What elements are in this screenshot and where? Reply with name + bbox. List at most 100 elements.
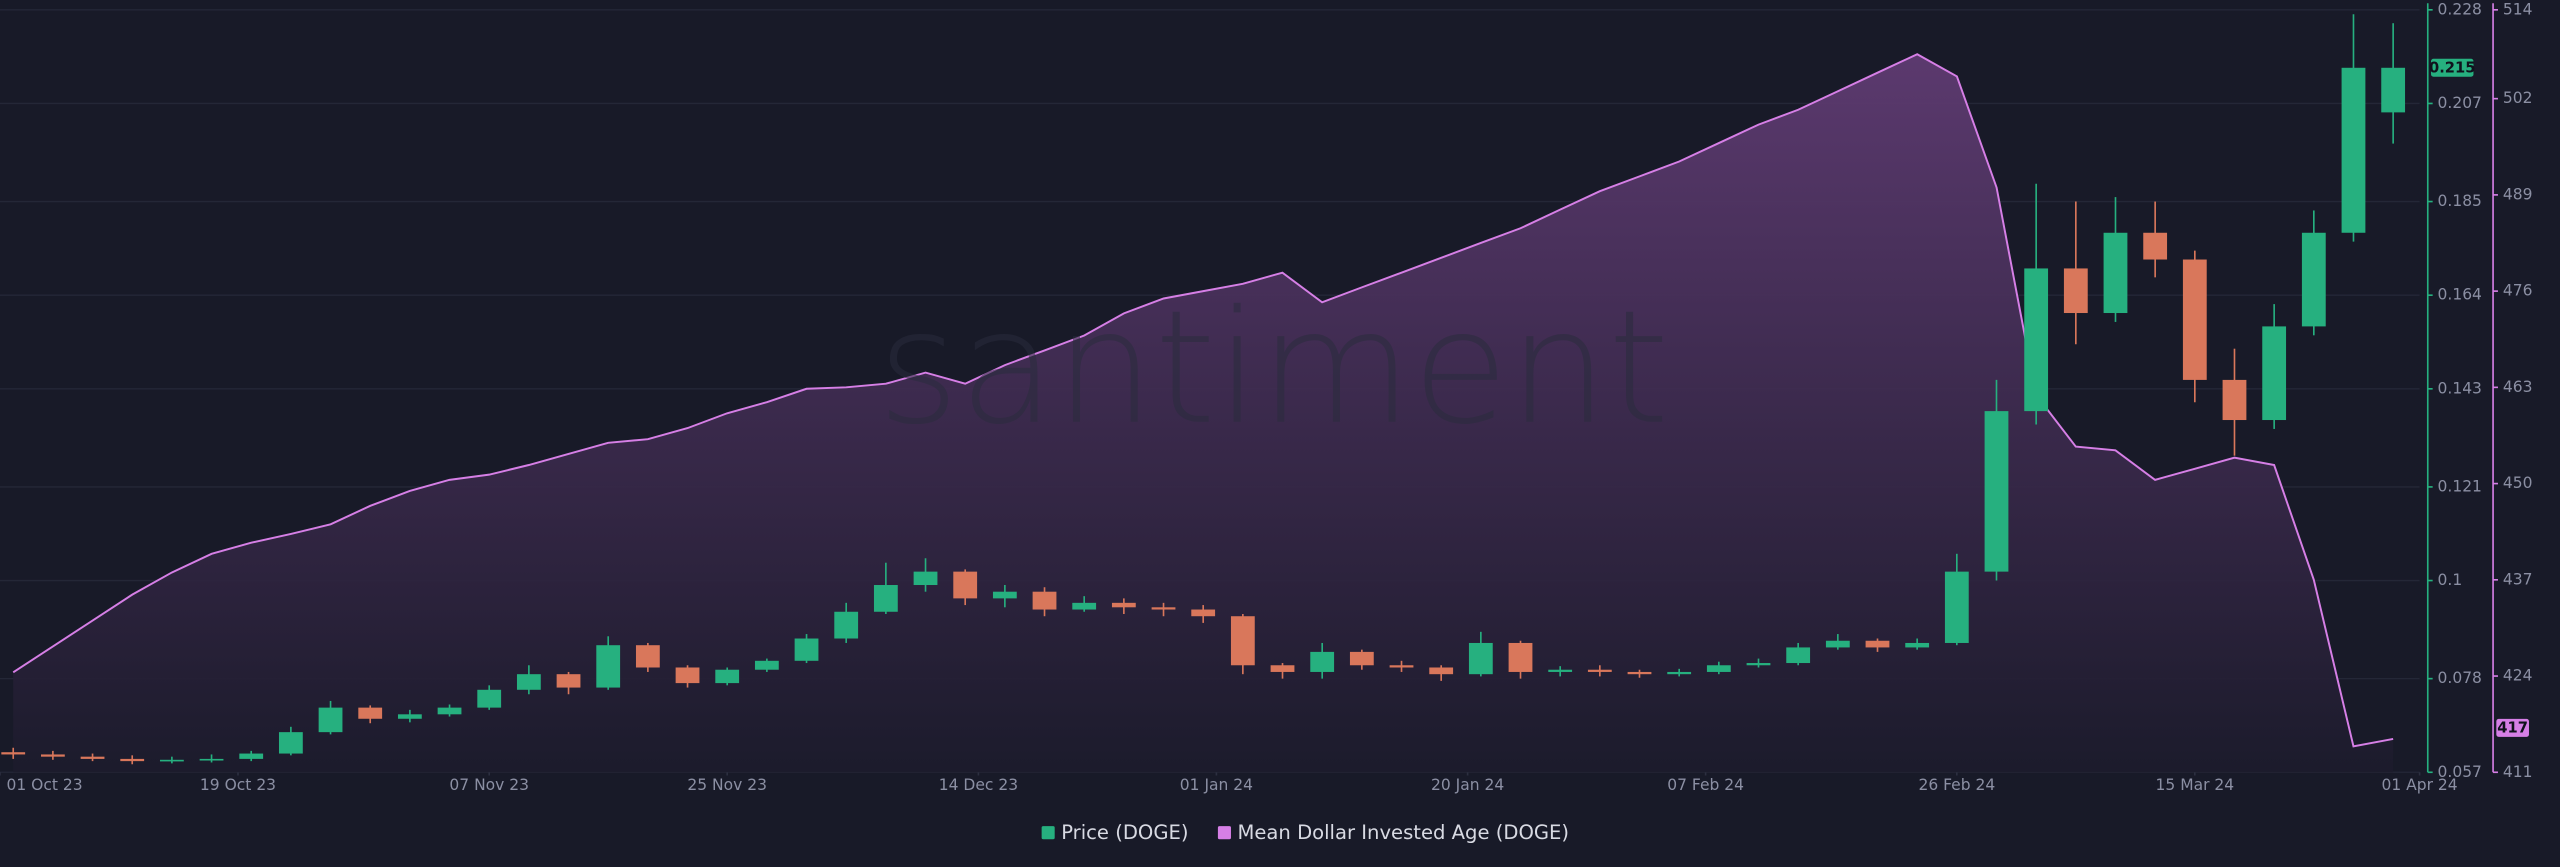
y2-tick-label: 502	[2503, 89, 2533, 107]
y-tick-label: 0.121	[2438, 477, 2482, 495]
legend-swatch	[1041, 826, 1055, 840]
y2-tick-label: 476	[2503, 282, 2533, 300]
y2-tick-label: 411	[2503, 763, 2533, 781]
x-tick-label: 01 Oct 23	[7, 776, 83, 794]
candle-body	[1191, 609, 1216, 617]
candle-body	[2222, 379, 2247, 421]
candle-body	[40, 754, 65, 757]
y-tick-label: 0.1	[2438, 571, 2463, 589]
x-tick-label: 07 Nov 23	[449, 776, 529, 794]
y2-tick-label: 450	[2503, 474, 2533, 492]
x-tick-label: 14 Dec 23	[939, 776, 1018, 794]
candle-body	[397, 714, 422, 719]
y-tick-label: 0.143	[2438, 379, 2482, 397]
candle-body	[635, 645, 660, 668]
candle-body	[1865, 640, 1890, 648]
legend-swatch	[1217, 826, 1231, 840]
candle-body	[2143, 232, 2168, 260]
candle-body	[1468, 642, 1493, 675]
candle-body	[794, 638, 819, 661]
legend-label: Price (DOGE)	[1061, 821, 1188, 844]
candle-body	[516, 674, 541, 690]
candle-body	[1706, 665, 1731, 672]
x-tick-label: 07 Feb 24	[1667, 776, 1744, 794]
candle-body	[1746, 663, 1771, 666]
y-tick-label: 0.078	[2438, 669, 2482, 687]
x-tick-label: 25 Nov 23	[687, 776, 767, 794]
area-line	[12, 53, 2394, 748]
candle-body	[913, 571, 938, 586]
candle-body	[199, 758, 224, 761]
y-tick-label: 0.207	[2438, 94, 2482, 112]
y-tick-label: 0.164	[2438, 286, 2482, 304]
candle-body	[1429, 667, 1454, 675]
candle-body	[120, 758, 145, 762]
candle-body	[1587, 669, 1612, 672]
candle-body	[358, 707, 383, 719]
axes-layer: 0.057 0.078 0.1 0.121 0.143 0.164 0.185 0.207 0.…	[0, 0, 2532, 844]
candle-body	[1944, 571, 1969, 643]
candle-body	[1508, 642, 1533, 672]
y2-tick-label: 463	[2503, 378, 2533, 396]
candle-body	[1548, 669, 1573, 672]
candle-body	[1984, 411, 2009, 572]
x-tick-label: 19 Oct 23	[200, 776, 276, 794]
candle-body	[596, 645, 621, 688]
y2-tick-label: 424	[2503, 667, 2533, 685]
candle-body	[437, 707, 462, 715]
candle-body	[1905, 642, 1930, 648]
y-tick-label: 0.185	[2438, 192, 2482, 210]
y-tick-label: 0.057	[2438, 763, 2482, 781]
candle-body	[1230, 616, 1255, 666]
x-tick-label: 01 Apr 24	[2382, 776, 2458, 794]
candle-body	[2262, 326, 2287, 421]
candle-body	[159, 759, 184, 762]
price-badge-label: 0.215	[2429, 60, 2475, 77]
candle-body	[1111, 602, 1136, 608]
candle-body	[1825, 640, 1850, 648]
candle-body	[834, 611, 859, 639]
candle-body	[2341, 67, 2366, 233]
candle-body	[1627, 671, 1652, 675]
candle-body	[2024, 268, 2049, 412]
candle-body	[80, 756, 105, 759]
candle-body	[2103, 232, 2128, 314]
candle-body	[1072, 602, 1097, 610]
watermark: santiment	[878, 277, 1670, 459]
y2-tick-label: 489	[2503, 185, 2533, 203]
x-tick-label: 26 Feb 24	[1918, 776, 1995, 794]
candle-body	[2301, 232, 2326, 327]
x-tick-label: 01 Jan 24	[1180, 776, 1253, 794]
candle-body	[1270, 665, 1295, 672]
price-badge	[2431, 58, 2474, 77]
candle-body	[477, 689, 502, 708]
candle-body	[1389, 665, 1414, 668]
candle-body	[1349, 651, 1374, 666]
candle-body	[992, 591, 1017, 599]
candle-body	[239, 753, 264, 759]
y-tick-label: 0.228	[2438, 0, 2482, 18]
candle-body	[2063, 268, 2088, 314]
marks-layer	[1, 14, 2406, 765]
candle-body	[1310, 651, 1335, 672]
candle-body	[278, 732, 303, 754]
candle-body	[2381, 67, 2406, 113]
candle-body	[1667, 671, 1692, 675]
candle-body	[2182, 259, 2207, 380]
candle-body	[1032, 591, 1057, 610]
candle-body	[675, 667, 700, 684]
candle-body	[1151, 607, 1176, 610]
area-fill	[13, 54, 2394, 773]
candle-body	[873, 585, 898, 612]
candle-body	[953, 571, 978, 599]
x-tick-label: 20 Jan 24	[1431, 776, 1504, 794]
candle-body	[1, 752, 26, 755]
candle-body	[715, 669, 740, 684]
y2-tick-label: 514	[2503, 0, 2533, 18]
area-layer	[12, 53, 2394, 773]
candle-body	[556, 674, 581, 688]
x-tick-label: 15 Mar 24	[2156, 776, 2235, 794]
legend-label: Mean Dollar Invested Age (DOGE)	[1238, 821, 1570, 844]
